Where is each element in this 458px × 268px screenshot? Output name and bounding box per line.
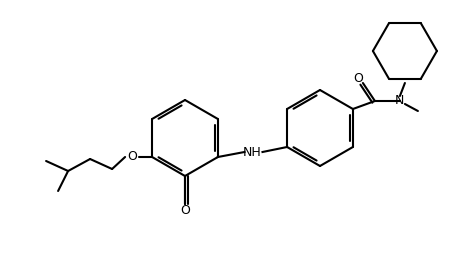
Text: O: O	[180, 204, 190, 218]
Text: N: N	[395, 95, 404, 107]
Text: O: O	[353, 73, 363, 85]
Text: NH: NH	[243, 146, 262, 158]
Text: O: O	[127, 151, 137, 163]
